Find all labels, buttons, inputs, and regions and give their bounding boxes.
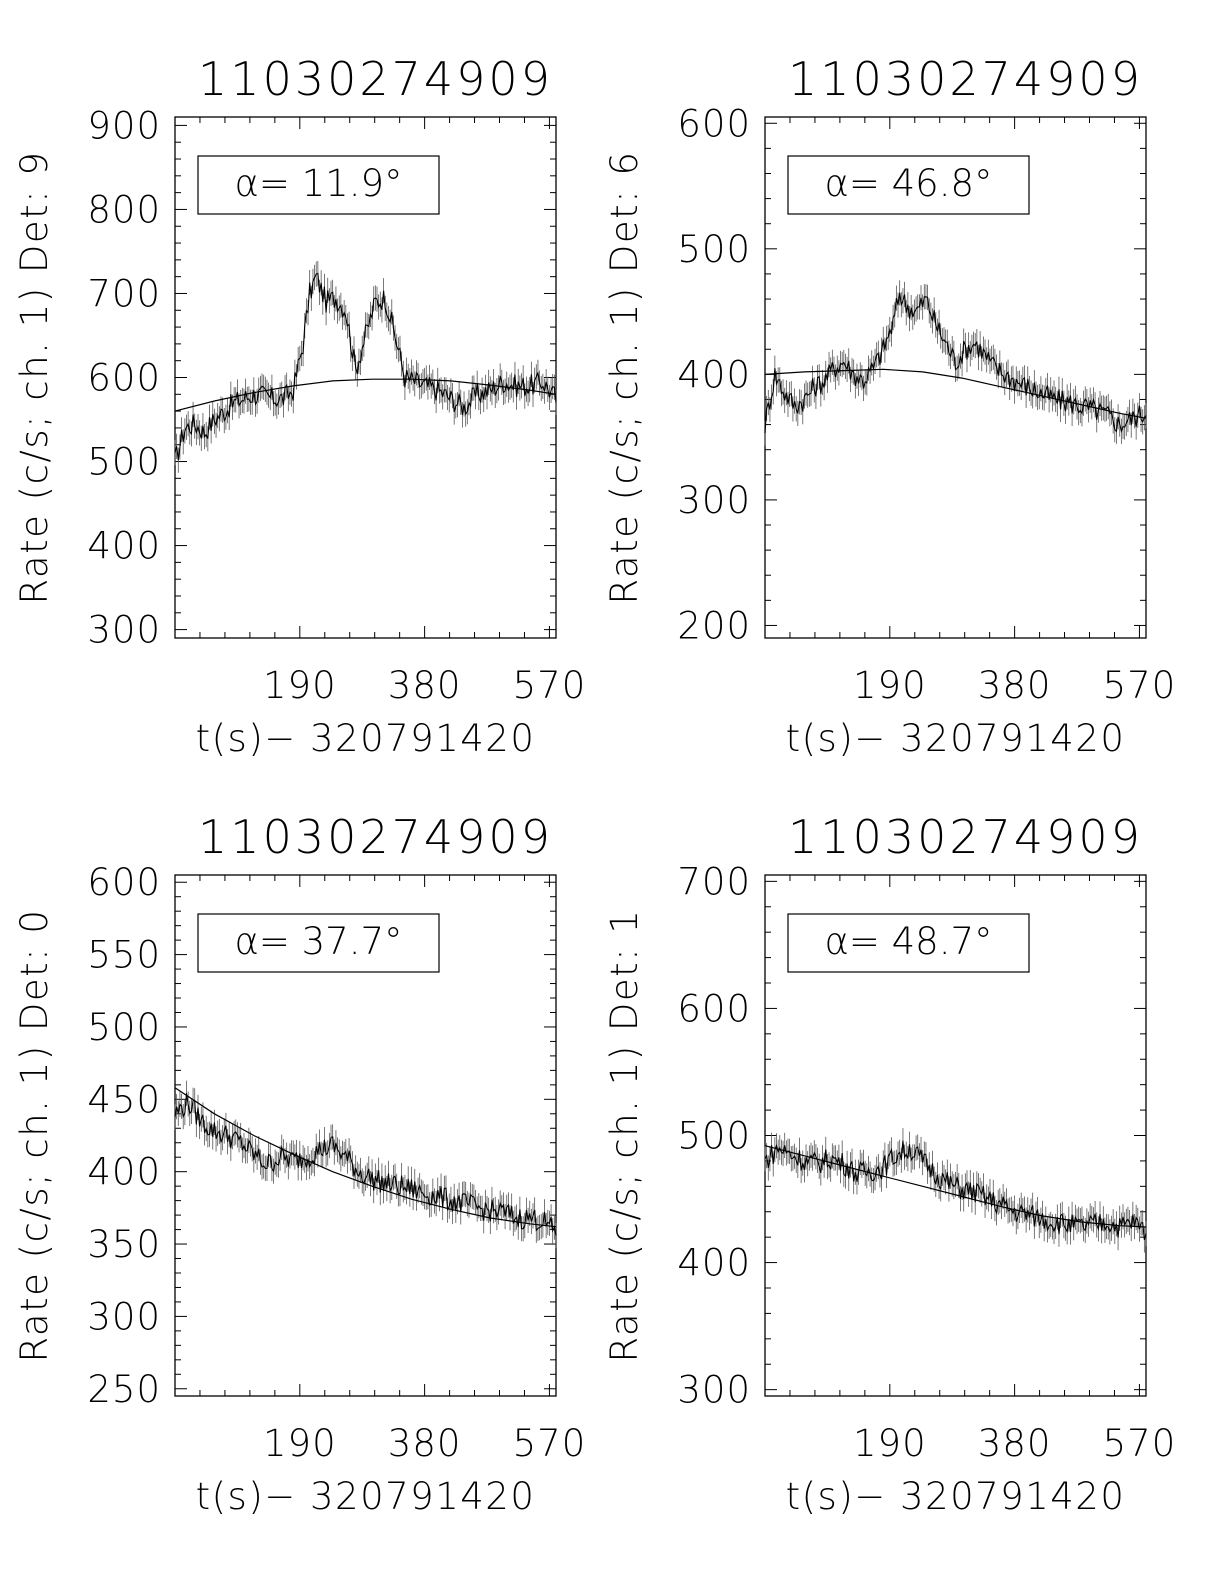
x-tick-label: 380 [978,1422,1052,1465]
y-tick-label: 600 [677,987,751,1030]
data-line [174,1093,557,1236]
y-tick-label: 400 [677,353,751,396]
y-tick-label: 900 [87,104,161,147]
fit-curve [174,1087,557,1228]
y-tick-label: 550 [87,934,161,977]
error-bars [174,1080,557,1249]
y-tick-label: 500 [677,228,751,271]
x-tick-label: 570 [513,664,587,707]
y-tick-label: 700 [87,272,161,315]
error-bars [174,260,557,473]
y-tick-label: 500 [87,441,161,484]
legend-box [197,155,440,215]
x-tick-label: 380 [388,1422,462,1465]
x-axis-label: t(s)− 320791420 [196,717,536,760]
y-tick-label: 300 [677,1369,751,1412]
alpha-annotation: α= 46.8° [824,162,992,205]
y-tick-label: 300 [87,1295,161,1338]
y-tick-label: 700 [677,860,751,903]
y-axis-label: Rate (c/s; ch. 1) Det: 9 [13,151,56,605]
y-tick-label: 600 [677,102,751,145]
x-tick-label: 380 [978,664,1052,707]
error-bars [764,1128,1147,1253]
legend-box [787,155,1030,215]
alpha-annotation: α= 37.7° [234,920,402,963]
x-axis-label: t(s)− 320791420 [786,717,1126,760]
panel-title: 11030274909 [198,810,553,864]
y-tick-label: 400 [677,1242,751,1285]
y-tick-label: 500 [87,1006,161,1049]
y-tick-label: 200 [677,604,751,647]
alpha-annotation: α= 11.9° [234,162,402,205]
y-tick-label: 600 [87,861,161,904]
x-tick-label: 190 [853,1422,927,1465]
y-tick-label: 250 [87,1368,161,1411]
x-axis-label: t(s)− 320791420 [196,1475,536,1518]
fit-curve [764,368,1147,419]
legend-box [197,913,440,973]
panel-title: 11030274909 [788,52,1143,106]
x-tick-label: 190 [853,664,927,707]
data-line [174,272,557,461]
y-tick-label: 500 [677,1115,751,1158]
x-axis-label: t(s)− 320791420 [786,1475,1126,1518]
data-line [764,292,1147,434]
y-tick-label: 800 [87,188,161,231]
x-tick-label: 380 [388,664,462,707]
x-tick-label: 570 [1103,664,1177,707]
x-tick-label: 570 [513,1422,587,1465]
plot-frame [764,116,1147,639]
x-tick-label: 190 [263,1422,337,1465]
y-tick-label: 300 [87,609,161,652]
fit-curve [174,378,557,412]
x-tick-label: 190 [263,664,337,707]
alpha-annotation: α= 48.7° [824,920,992,963]
panel-3: 11030274909 250 300 350 400 450 500 550 600 190 38… [13,810,587,1518]
panel-1: 11030274909 300 400 500 600 700 800 900 190 380 57… [13,52,587,760]
y-tick-label: 350 [87,1223,161,1266]
y-axis-label: Rate (c/s; ch. 1) Det: 0 [13,909,56,1363]
y-tick-label: 400 [87,525,161,568]
plot-frame [174,874,557,1397]
fit-curve [764,1145,1147,1228]
y-tick-label: 600 [87,357,161,400]
panel-2: 11030274909 200 300 400 500 600 190 380 570 t(s)−… [603,52,1177,760]
y-tick-label: 400 [87,1151,161,1194]
x-tick-label: 570 [1103,1422,1177,1465]
panel-title: 11030274909 [788,810,1143,864]
error-bars [764,280,1147,446]
y-tick-label: 450 [87,1078,161,1121]
y-tick-label: 300 [677,479,751,522]
y-axis-label: Rate (c/s; ch. 1) Det: 1 [603,909,646,1363]
panel-4: 11030274909 300 400 500 600 700 190 380 570 t(s)−… [603,810,1177,1518]
y-axis-label: Rate (c/s; ch. 1) Det: 6 [603,151,646,605]
panel-title: 11030274909 [198,52,553,106]
legend-box [787,913,1030,973]
